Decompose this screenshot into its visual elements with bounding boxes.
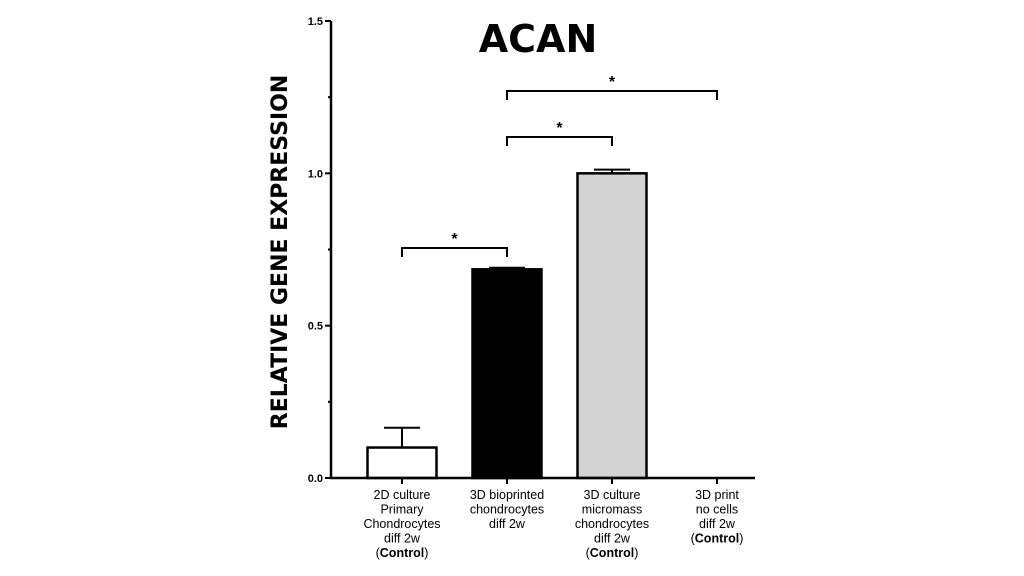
significance-asterisk: *	[609, 74, 616, 91]
x-category-label-line: diff 2w	[699, 517, 736, 531]
x-category-label-line: micromass	[582, 503, 642, 517]
x-category-label-line: (Control)	[586, 546, 639, 560]
significance-asterisk: *	[556, 120, 563, 137]
x-axis-category-labels: 2D culture Primary Chondrocytes diff 2w (Con…	[363, 488, 743, 560]
x-category-label-line: chondrocytes	[470, 503, 544, 517]
x-category-label-line: Primary	[380, 503, 424, 517]
x-category-label-line: 3D culture	[584, 488, 641, 502]
x-category-label-line: diff 2w	[594, 532, 631, 546]
y-axis-label: RELATIVE GENE EXPRESSION	[268, 75, 293, 429]
bar	[366, 446, 438, 480]
bars	[366, 168, 648, 480]
y-tick-label: 0.5	[308, 321, 323, 333]
x-category-label-line: 3D print	[695, 488, 739, 502]
chart-title: ACAN	[479, 17, 598, 61]
bar	[576, 172, 648, 480]
x-category-label-line: 2D culture	[374, 488, 431, 502]
significance-bracket	[401, 247, 508, 257]
x-category-label-line: (Control)	[691, 532, 744, 546]
significance-bracket	[506, 90, 718, 100]
y-tick-label: 1.5	[308, 16, 323, 28]
x-category-label-line: no cells	[696, 503, 738, 517]
control-label: Control	[695, 532, 739, 546]
x-category-label-line: (Control)	[376, 546, 429, 560]
x-category-label-line: chondrocytes	[575, 517, 649, 531]
bar	[471, 268, 543, 480]
control-label: Control	[590, 546, 634, 560]
significance-brackets: * * *	[401, 74, 718, 257]
x-category-label: 3D print no cells diff 2w (Control)	[691, 488, 744, 546]
x-axis	[330, 476, 755, 484]
x-category-label: 3D bioprinted chondrocytes diff 2w	[470, 488, 544, 531]
significance-asterisk: *	[451, 231, 458, 248]
y-tick-label: 0.0	[308, 473, 323, 485]
x-category-label-line: diff 2w	[384, 532, 421, 546]
x-category-label-line: 3D bioprinted	[470, 488, 544, 502]
control-label: Control	[380, 546, 424, 560]
x-category-label-line: Chondrocytes	[363, 517, 440, 531]
x-category-label: 2D culture Primary Chondrocytes diff 2w (Con…	[363, 488, 440, 560]
y-axis: 0.0 0.5 1.0 1.5	[308, 16, 333, 485]
x-category-label-line: diff 2w	[489, 517, 526, 531]
x-category-label: 3D culture micromass chondrocytes diff 2w (C…	[575, 488, 649, 560]
significance-bracket	[506, 136, 613, 146]
y-tick-label: 1.0	[308, 168, 323, 180]
